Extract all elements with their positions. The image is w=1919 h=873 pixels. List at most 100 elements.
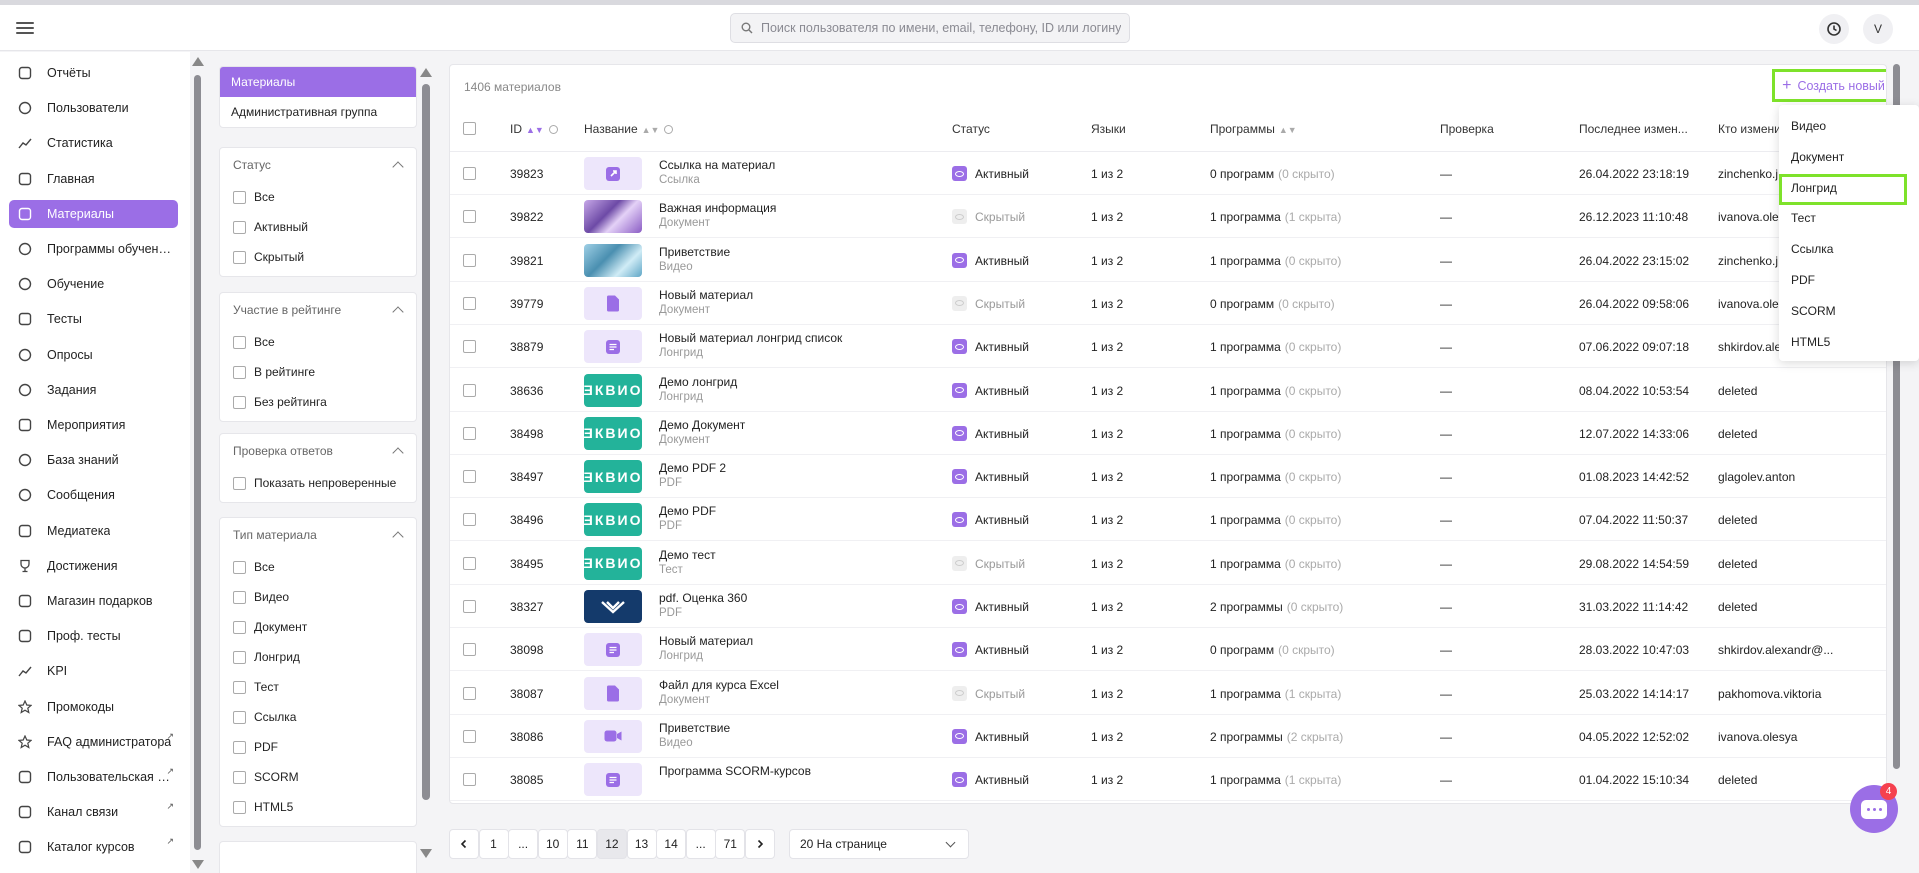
programs-cell[interactable]: 1 программа (1 скрыта) <box>1210 210 1341 224</box>
search-box[interactable] <box>730 13 1130 43</box>
sidebar-item[interactable]: Магазин подарков <box>9 587 178 615</box>
programs-cell[interactable]: 1 программа (1 скрыта) <box>1210 687 1341 701</box>
material-title[interactable]: Программа SCORM-курсов <box>659 764 811 779</box>
checkbox[interactable] <box>233 560 246 574</box>
row-checkbox[interactable] <box>463 556 476 570</box>
sidebar-item[interactable]: Промокоды <box>9 693 178 721</box>
column-id[interactable]: ID ▲▼ <box>510 122 558 136</box>
scroll-down-arrow[interactable] <box>420 849 432 858</box>
chat-button[interactable] <box>1850 785 1898 833</box>
programs-cell[interactable]: 2 программы (2 скрыта) <box>1210 730 1343 744</box>
tab-materials[interactable]: Материалы <box>220 67 416 97</box>
programs-cell[interactable]: 1 программа (0 скрыто) <box>1210 513 1341 527</box>
table-scrollbar[interactable] <box>1892 64 1902 814</box>
dropdown-item[interactable]: Лонгрид <box>1791 180 1837 195</box>
sidebar-item[interactable]: Проф. тесты <box>9 622 178 650</box>
sidebar-item[interactable]: Достижения <box>9 552 178 580</box>
material-thumbnail[interactable]: ƎКВИО <box>584 503 642 537</box>
chevron-up-icon[interactable] <box>392 531 404 543</box>
filter-option[interactable]: Тест <box>220 672 416 702</box>
filter-option[interactable]: Скрытый <box>220 242 416 272</box>
page-button[interactable]: 11 <box>567 829 598 859</box>
sidebar-item[interactable]: KPI <box>9 657 178 685</box>
filter-option[interactable]: Лонгрид <box>220 642 416 672</box>
programs-cell[interactable]: 1 программа (1 скрыта) <box>1210 773 1341 787</box>
row-checkbox[interactable] <box>463 210 476 224</box>
sidebar-item[interactable]: Материалы <box>9 199 178 228</box>
material-title[interactable]: Новый материал <box>659 634 754 649</box>
page-button[interactable]: 12 <box>596 829 627 859</box>
material-thumbnail[interactable]: ƎКВИО <box>584 460 642 494</box>
chevron-up-icon[interactable] <box>392 306 404 318</box>
material-thumbnail[interactable] <box>584 633 642 667</box>
filter-option[interactable]: Показать непроверенные <box>220 468 416 498</box>
row-checkbox[interactable] <box>463 296 476 310</box>
row-checkbox[interactable] <box>463 600 476 613</box>
sort-icon[interactable]: ▲▼ <box>641 125 660 135</box>
sidebar-item[interactable]: Программы обучени... <box>9 235 178 263</box>
scroll-down-arrow[interactable] <box>192 860 204 869</box>
material-thumbnail[interactable] <box>584 243 642 277</box>
dropdown-item[interactable]: HTML5 <box>1791 334 1831 349</box>
material-title[interactable]: Приветствие <box>659 720 731 735</box>
column-name[interactable]: Название ▲▼ <box>584 122 674 136</box>
sort-icon[interactable]: ▲▼ <box>1278 125 1297 135</box>
material-title[interactable]: Демо тест <box>659 547 716 562</box>
programs-cell[interactable]: 1 программа (0 скрыто) <box>1210 254 1341 268</box>
material-title[interactable]: Ссылка на материал <box>659 158 776 172</box>
column-modified[interactable]: Последнее измен... <box>1579 122 1688 136</box>
next-page-button[interactable] <box>744 829 775 859</box>
sidebar-item[interactable]: Обучение <box>9 270 178 298</box>
sidebar-item[interactable]: Каталог курсов ↗ <box>9 833 178 861</box>
sidebar-scrollbar[interactable] <box>192 57 204 869</box>
checkbox[interactable] <box>233 620 246 634</box>
material-thumbnail[interactable] <box>584 286 642 320</box>
material-thumbnail[interactable] <box>584 676 642 710</box>
sidebar-item[interactable]: Статистика <box>9 129 178 157</box>
material-thumbnail[interactable] <box>584 590 642 623</box>
checkbox[interactable] <box>233 800 246 814</box>
chevron-up-icon[interactable] <box>392 447 404 459</box>
dropdown-item[interactable]: Документ <box>1791 149 1845 164</box>
sidebar-item[interactable]: Пользовательская в... ↗ <box>9 763 178 791</box>
material-thumbnail[interactable] <box>584 719 642 753</box>
programs-cell[interactable]: 2 программы (0 скрыто) <box>1210 600 1343 614</box>
material-thumbnail[interactable] <box>584 157 642 190</box>
page-button[interactable]: 71 <box>715 829 746 859</box>
sidebar-item[interactable]: Главная <box>9 165 178 193</box>
scrollbar-thumb[interactable] <box>194 75 201 850</box>
checkbox[interactable] <box>233 335 246 349</box>
filter-option[interactable]: Все <box>220 182 416 212</box>
row-checkbox[interactable] <box>463 340 476 354</box>
page-button[interactable]: 13 <box>626 829 657 859</box>
row-checkbox[interactable] <box>463 729 476 743</box>
scroll-up-arrow[interactable] <box>420 68 432 77</box>
sidebar-item[interactable]: Медиатека <box>9 517 178 545</box>
checkbox[interactable] <box>233 740 246 754</box>
filter-scrollbar[interactable] <box>420 68 432 858</box>
tab-admin-group[interactable]: Административная группа <box>231 105 378 119</box>
dropdown-item[interactable]: Тест <box>1791 211 1816 226</box>
checkbox[interactable] <box>233 590 246 604</box>
material-title[interactable]: Демо Документ <box>659 417 746 432</box>
chevron-up-icon[interactable] <box>392 161 404 173</box>
filter-option[interactable]: PDF <box>220 732 416 762</box>
row-checkbox[interactable] <box>463 253 476 267</box>
material-thumbnail[interactable] <box>584 763 642 797</box>
programs-cell[interactable]: 1 программа (0 скрыто) <box>1210 384 1341 398</box>
row-checkbox[interactable] <box>463 643 476 657</box>
row-checkbox[interactable] <box>463 513 476 527</box>
row-checkbox[interactable] <box>463 383 476 397</box>
prev-page-button[interactable] <box>449 829 479 859</box>
material-title[interactable]: Демо лонгрид <box>659 374 738 389</box>
material-title[interactable]: Файл для курса Excel <box>659 677 779 692</box>
dropdown-item[interactable]: SCORM <box>1791 303 1836 318</box>
programs-cell[interactable]: 1 программа (0 скрыто) <box>1210 470 1341 484</box>
sidebar-item[interactable]: FAQ администратора ↗ <box>9 728 178 756</box>
create-new-button[interactable]: + Создать новый <box>1772 69 1886 102</box>
sidebar-item[interactable]: Мероприятия <box>9 411 178 439</box>
programs-cell[interactable]: 1 программа (0 скрыто) <box>1210 340 1341 354</box>
search-icon[interactable] <box>664 125 674 134</box>
scrollbar-thumb[interactable] <box>1893 64 1900 769</box>
filter-header[interactable]: Статус <box>220 148 416 182</box>
